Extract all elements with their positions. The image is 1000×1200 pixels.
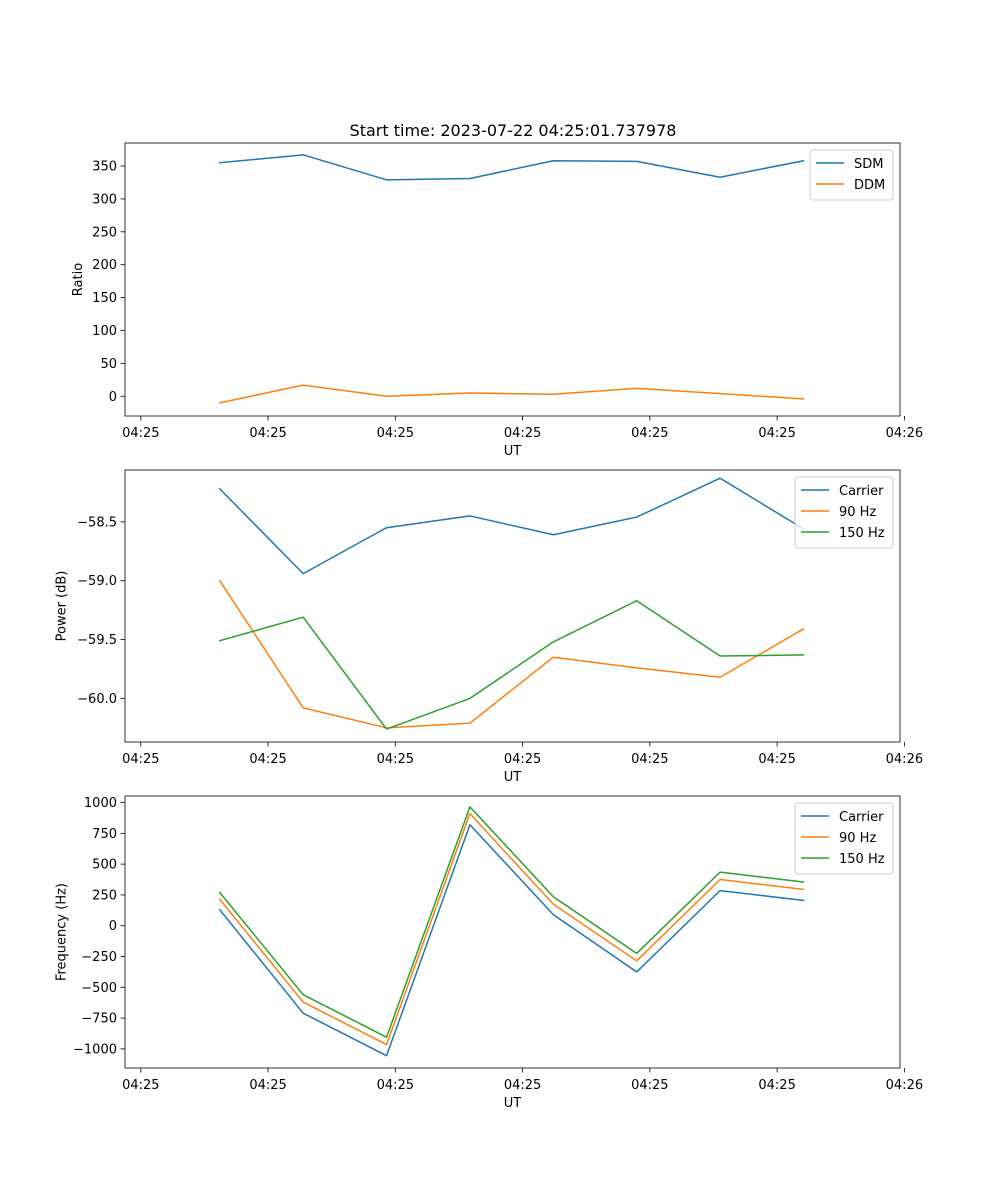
power-series-carrier-line xyxy=(218,477,805,575)
power-x-tick-label: 04:25 xyxy=(249,752,286,767)
ratio-y-tick-label: 150 xyxy=(92,291,117,306)
power-legend-carrier-label: Carrier xyxy=(839,484,884,499)
power-series-150-hz-line xyxy=(218,599,805,730)
frequency-y-tick-label: −250 xyxy=(81,950,117,965)
frequency-y-tick-label: −1000 xyxy=(73,1042,117,1057)
power-panel: 04:25 04:25 04:25 04:25 04:25 04:25 04:26 −60.0… xyxy=(55,469,923,785)
frequency-legend-carrier-label: Carrier xyxy=(839,810,884,825)
ratio-legend: SDM DDM xyxy=(809,149,894,201)
ratio-y-axis-label: Ratio xyxy=(71,263,86,296)
power-y-tick-label: −58.5 xyxy=(77,515,117,530)
ratio-x-tick-label: 04:25 xyxy=(631,426,668,441)
ratio-x-tick-label: 04:26 xyxy=(886,426,923,441)
power-y-tick-label: −60.0 xyxy=(77,692,117,707)
ratio-legend-sdm-label: SDM xyxy=(854,157,883,172)
frequency-y-tick-label: 250 xyxy=(92,888,117,903)
frequency-y-tick-label: 750 xyxy=(92,827,117,842)
power-x-tick-label: 04:25 xyxy=(631,752,668,767)
ratio-y-tick-label: 250 xyxy=(92,225,117,240)
power-x-tick-label: 04:25 xyxy=(758,752,795,767)
frequency-panel: 04:25 04:25 04:25 04:25 04:25 04:25 04:26 −1000… xyxy=(55,795,923,1111)
figure-title: Start time: 2023-07-22 04:25:01.737978 xyxy=(350,121,677,140)
ratio-y-tick-label: 100 xyxy=(92,324,117,339)
frequency-legend-90-hz-label: 90 Hz xyxy=(839,831,876,846)
ratio-y-tick-label: 300 xyxy=(92,192,117,207)
frequency-x-tick-label: 04:25 xyxy=(631,1078,668,1093)
frequency-x-axis-label: UT xyxy=(504,1096,522,1111)
power-y-tick-label: −59.5 xyxy=(77,633,117,648)
power-legend: Carrier 90 Hz 150 Hz xyxy=(794,476,894,549)
ratio-y-tick-label: 50 xyxy=(100,357,117,372)
power-y-axis-label: Power (dB) xyxy=(55,571,70,642)
ratio-series-sdm-line xyxy=(218,154,805,181)
power-plot-frame xyxy=(124,469,901,743)
power-series-90-hz-line xyxy=(218,579,805,729)
ratio-x-tick-label: 04:25 xyxy=(758,426,795,441)
frequency-y-tick-label: 1000 xyxy=(84,796,117,811)
ratio-panel: 04:25 04:25 04:25 04:25 04:25 04:25 04:26 0 50 10… xyxy=(71,142,923,459)
frequency-legend-150-hz-label: 150 Hz xyxy=(839,852,885,867)
power-x-tick-label: 04:26 xyxy=(886,752,923,767)
ratio-x-tick-label: 04:25 xyxy=(249,426,286,441)
power-legend-150-hz-label: 150 Hz xyxy=(839,526,885,541)
power-x-tick-label: 04:25 xyxy=(504,752,541,767)
power-x-tick-label: 04:25 xyxy=(377,752,414,767)
frequency-y-axis-label: Frequency (Hz) xyxy=(55,883,70,981)
power-x-axis-label: UT xyxy=(504,770,522,785)
frequency-series-90-hz-line xyxy=(218,812,805,1046)
frequency-y-tick-label: 0 xyxy=(109,919,117,934)
frequency-legend: Carrier 90 Hz 150 Hz xyxy=(794,802,894,875)
ratio-legend-ddm-label: DDM xyxy=(854,178,885,193)
ratio-series-ddm-line xyxy=(218,384,805,404)
frequency-series-carrier-line xyxy=(218,823,805,1057)
power-legend-90-hz-label: 90 Hz xyxy=(839,505,876,520)
frequency-y-tick-label: −500 xyxy=(81,981,117,996)
frequency-x-tick-label: 04:26 xyxy=(886,1078,923,1093)
frequency-x-tick-label: 04:25 xyxy=(758,1078,795,1093)
ratio-y-tick-label: 200 xyxy=(92,258,117,273)
frequency-x-tick-label: 04:25 xyxy=(504,1078,541,1093)
ratio-x-axis-label: UT xyxy=(504,444,522,459)
ratio-x-tick-label: 04:25 xyxy=(122,426,159,441)
frequency-y-tick-label: −750 xyxy=(81,1012,117,1027)
ratio-x-tick-label: 04:25 xyxy=(504,426,541,441)
ratio-x-tick-label: 04:25 xyxy=(377,426,414,441)
power-x-tick-label: 04:25 xyxy=(122,752,159,767)
frequency-legend-box xyxy=(794,802,894,875)
frequency-series-150-hz-line xyxy=(218,806,805,1038)
ratio-y-tick-label: 350 xyxy=(92,160,117,175)
frequency-x-tick-label: 04:25 xyxy=(249,1078,286,1093)
frequency-x-tick-label: 04:25 xyxy=(122,1078,159,1093)
frequency-y-tick-label: 500 xyxy=(92,858,117,873)
power-y-tick-label: −59.0 xyxy=(77,574,117,589)
power-legend-box xyxy=(794,476,894,549)
ratio-plot-frame xyxy=(124,142,901,417)
frequency-plot-frame xyxy=(124,795,901,1069)
frequency-x-tick-label: 04:25 xyxy=(377,1078,414,1093)
ratio-y-tick-label: 0 xyxy=(109,390,117,405)
